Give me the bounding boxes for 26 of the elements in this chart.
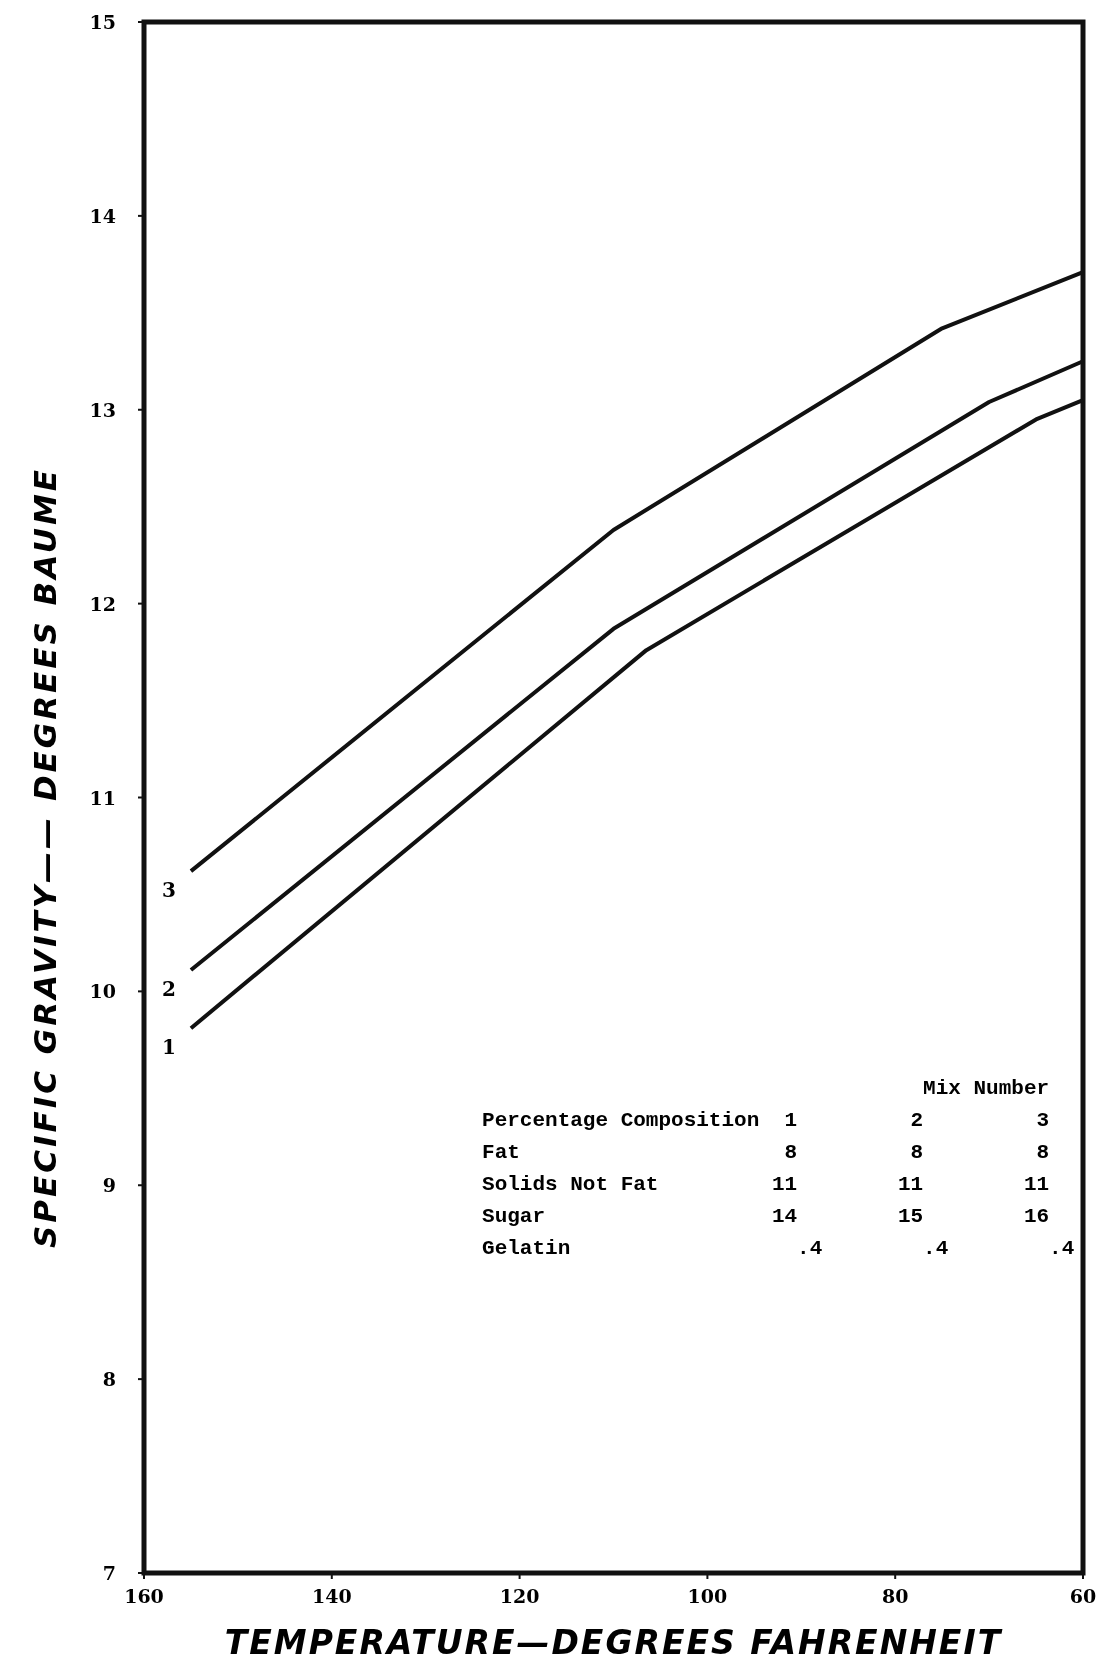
- y-axis-title: SPECIFIC GRAVITY—— DEGREES BAUME: [27, 467, 63, 1248]
- x-axis-title: TEMPERATURE—DEGREES FAHRENHEIT: [224, 1623, 1003, 1662]
- y-tick-label: 15: [89, 11, 116, 33]
- x-tick-label: 140: [311, 1585, 352, 1607]
- x-tick-label: 120: [499, 1585, 540, 1607]
- annotation: Fat 8 8 8: [482, 1141, 1050, 1165]
- x-tick-label: 80: [881, 1585, 909, 1607]
- annotation: Sugar 14 15 16: [482, 1205, 1050, 1229]
- annotation: Gelatin .4 .4 .4: [482, 1237, 1075, 1261]
- series-label: 3: [161, 878, 176, 903]
- y-tick-label: 10: [89, 980, 116, 1003]
- y-tick-label: 8: [102, 1368, 116, 1391]
- x-tick-label: 100: [687, 1585, 728, 1607]
- y-tick-label: 11: [89, 786, 116, 809]
- x-tick-label: 160: [124, 1585, 164, 1607]
- y-tick-label: 9: [102, 1174, 116, 1197]
- y-tick-label: 7: [102, 1562, 116, 1584]
- y-tick-label: 13: [89, 398, 116, 421]
- annotation: Mix Number: [482, 1077, 1050, 1101]
- series-label: 1: [161, 1035, 176, 1060]
- annotation: Percentage Composition 1 2 3: [482, 1109, 1050, 1133]
- y-tick-label: 14: [89, 204, 116, 227]
- y-tick-label: 12: [89, 592, 116, 615]
- x-tick-label: 60: [1069, 1585, 1097, 1607]
- series-label: 2: [161, 977, 176, 1002]
- annotation: Solids Not Fat 11 11 11: [482, 1173, 1050, 1197]
